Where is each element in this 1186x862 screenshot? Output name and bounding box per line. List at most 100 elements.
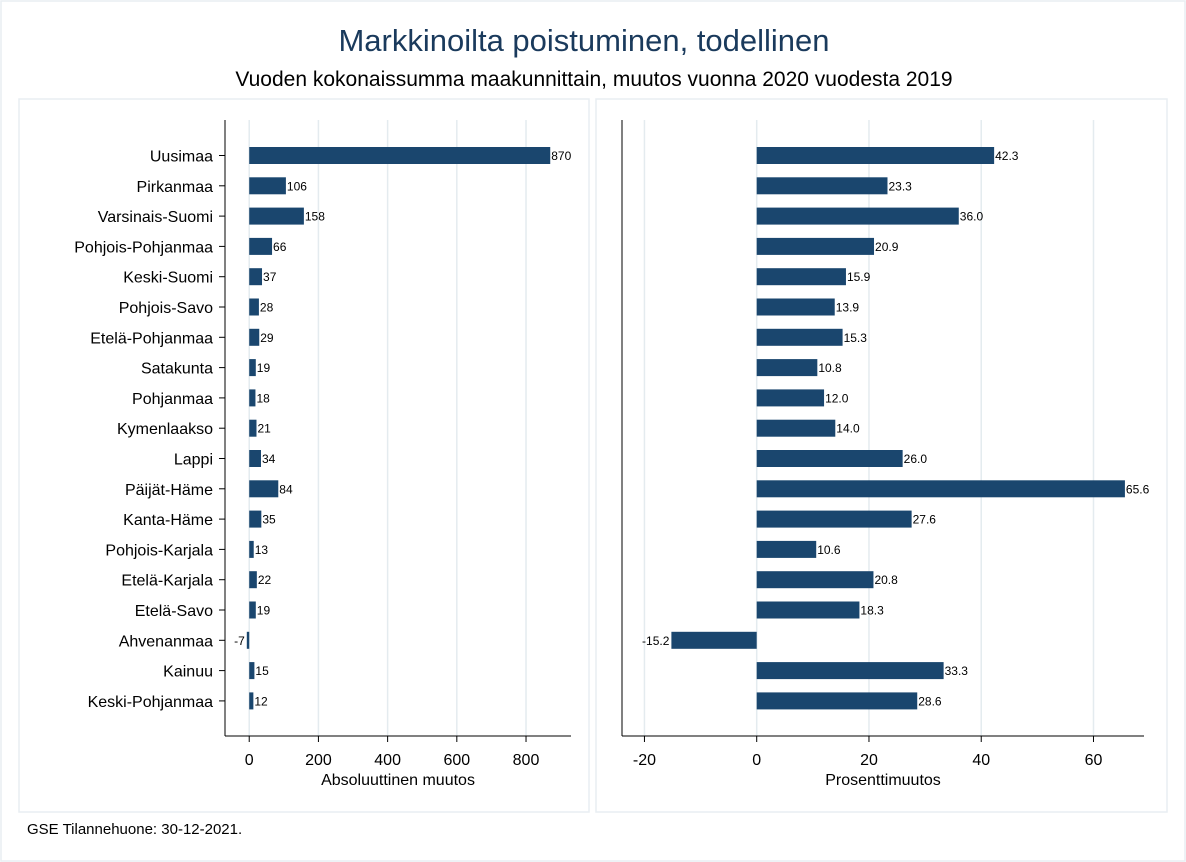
bar: [249, 177, 286, 195]
category-label: Keski-Pohjanmaa: [88, 694, 214, 711]
data-label: 28.6: [918, 694, 942, 708]
x-tick-label: 600: [443, 752, 470, 769]
data-label: 18.3: [860, 604, 884, 618]
bar: [756, 510, 912, 528]
bar: [756, 237, 875, 255]
category-label: Varsinais-Suomi: [98, 209, 213, 226]
bar: [249, 389, 256, 407]
data-label: 12.0: [825, 391, 849, 405]
bar: [249, 419, 257, 437]
data-label: 65.6: [1126, 482, 1150, 496]
bar: [249, 328, 260, 346]
bar: [249, 237, 273, 255]
data-label: -15.2: [642, 634, 670, 648]
bar: [249, 480, 279, 498]
bar: [756, 298, 835, 316]
x-tick-label: 200: [305, 752, 332, 769]
data-label: 33.3: [945, 664, 969, 678]
data-label: 158: [305, 210, 325, 224]
bar: [756, 571, 874, 589]
x-tick-label: -20: [633, 752, 656, 769]
left-panel-border: [18, 98, 590, 813]
data-label: 36.0: [960, 210, 984, 224]
category-label: Etelä-Pohjanmaa: [90, 330, 213, 347]
source-note: GSE Tilannehuone: 30-12-2021.: [27, 821, 242, 838]
data-label: 15: [255, 664, 269, 678]
bar: [671, 631, 757, 649]
category-label: Etelä-Savo: [135, 603, 213, 620]
bar: [249, 268, 263, 286]
category-label: Uusimaa: [150, 149, 213, 166]
data-label: 10.8: [818, 361, 842, 375]
category-label: Lappi: [174, 452, 213, 469]
data-label: 106: [287, 179, 307, 193]
bar: [249, 662, 255, 680]
category-label: Keski-Suomi: [123, 270, 213, 287]
data-label: -7: [234, 634, 245, 648]
data-label: 19: [257, 604, 271, 618]
x-tick-label: 20: [860, 752, 878, 769]
data-label: 23.3: [888, 179, 912, 193]
bar: [249, 571, 257, 589]
data-label: 66: [273, 240, 287, 254]
bar: [249, 692, 254, 710]
data-label: 27.6: [913, 513, 937, 527]
bar: [756, 328, 843, 346]
right-panel-border: [595, 98, 1168, 813]
data-label: 19: [257, 361, 271, 375]
data-label: 42.3: [995, 149, 1019, 163]
x-axis-title: Absoluuttinen muutos: [321, 772, 475, 789]
data-label: 15.3: [844, 331, 868, 345]
data-label: 35: [262, 513, 276, 527]
data-label: 29: [260, 331, 274, 345]
x-tick-label: 400: [374, 752, 401, 769]
category-label: Pohjois-Pohjanmaa: [74, 239, 213, 256]
data-label: 18: [256, 391, 270, 405]
bar: [756, 480, 1125, 498]
data-label: 20.8: [874, 573, 898, 587]
category-label: Satakunta: [141, 361, 213, 378]
x-axis-title: Prosenttimuutos: [825, 772, 941, 789]
bar: [756, 147, 995, 164]
bar: [756, 268, 846, 286]
data-label: 84: [279, 482, 293, 496]
bar: [756, 359, 818, 377]
bar: [249, 359, 256, 377]
data-label: 22: [258, 573, 272, 587]
category-label: Pohjois-Savo: [119, 300, 213, 317]
data-label: 21: [257, 422, 271, 436]
bar: [756, 450, 903, 467]
data-label: 34: [262, 452, 276, 466]
chart-title: Markkinoilta poistuminen, todellinen: [338, 23, 829, 58]
category-label: Pohjanmaa: [132, 391, 213, 408]
category-label: Pirkanmaa: [137, 179, 214, 196]
category-label: Kainuu: [163, 664, 213, 681]
data-label: 14.0: [836, 422, 860, 436]
bar: [756, 207, 959, 225]
bar: [756, 177, 888, 195]
bar: [756, 419, 836, 437]
category-label: Kymenlaakso: [117, 421, 213, 438]
data-label: 10.6: [817, 543, 841, 557]
data-label: 26.0: [904, 452, 928, 466]
bar: [249, 147, 551, 164]
data-label: 20.9: [875, 240, 899, 254]
bar: [756, 692, 918, 710]
category-label: Pohjois-Karjala: [105, 542, 213, 559]
data-label: 12: [254, 694, 268, 708]
bar: [756, 389, 825, 407]
bar: [756, 662, 944, 680]
absolute-change-panel: 0 200 400 600 800 Absoluuttinen muutos Uusimaa…: [74, 120, 572, 789]
data-label: 37: [263, 270, 277, 284]
x-tick-label: 0: [245, 752, 254, 769]
data-label: 28: [260, 301, 274, 315]
category-label: Kanta-Häme: [123, 512, 213, 529]
bar: [249, 207, 304, 225]
bar: [249, 510, 262, 528]
x-tick-label: 0: [752, 752, 761, 769]
x-tick-label: 800: [513, 752, 540, 769]
data-label: 870: [551, 149, 571, 163]
